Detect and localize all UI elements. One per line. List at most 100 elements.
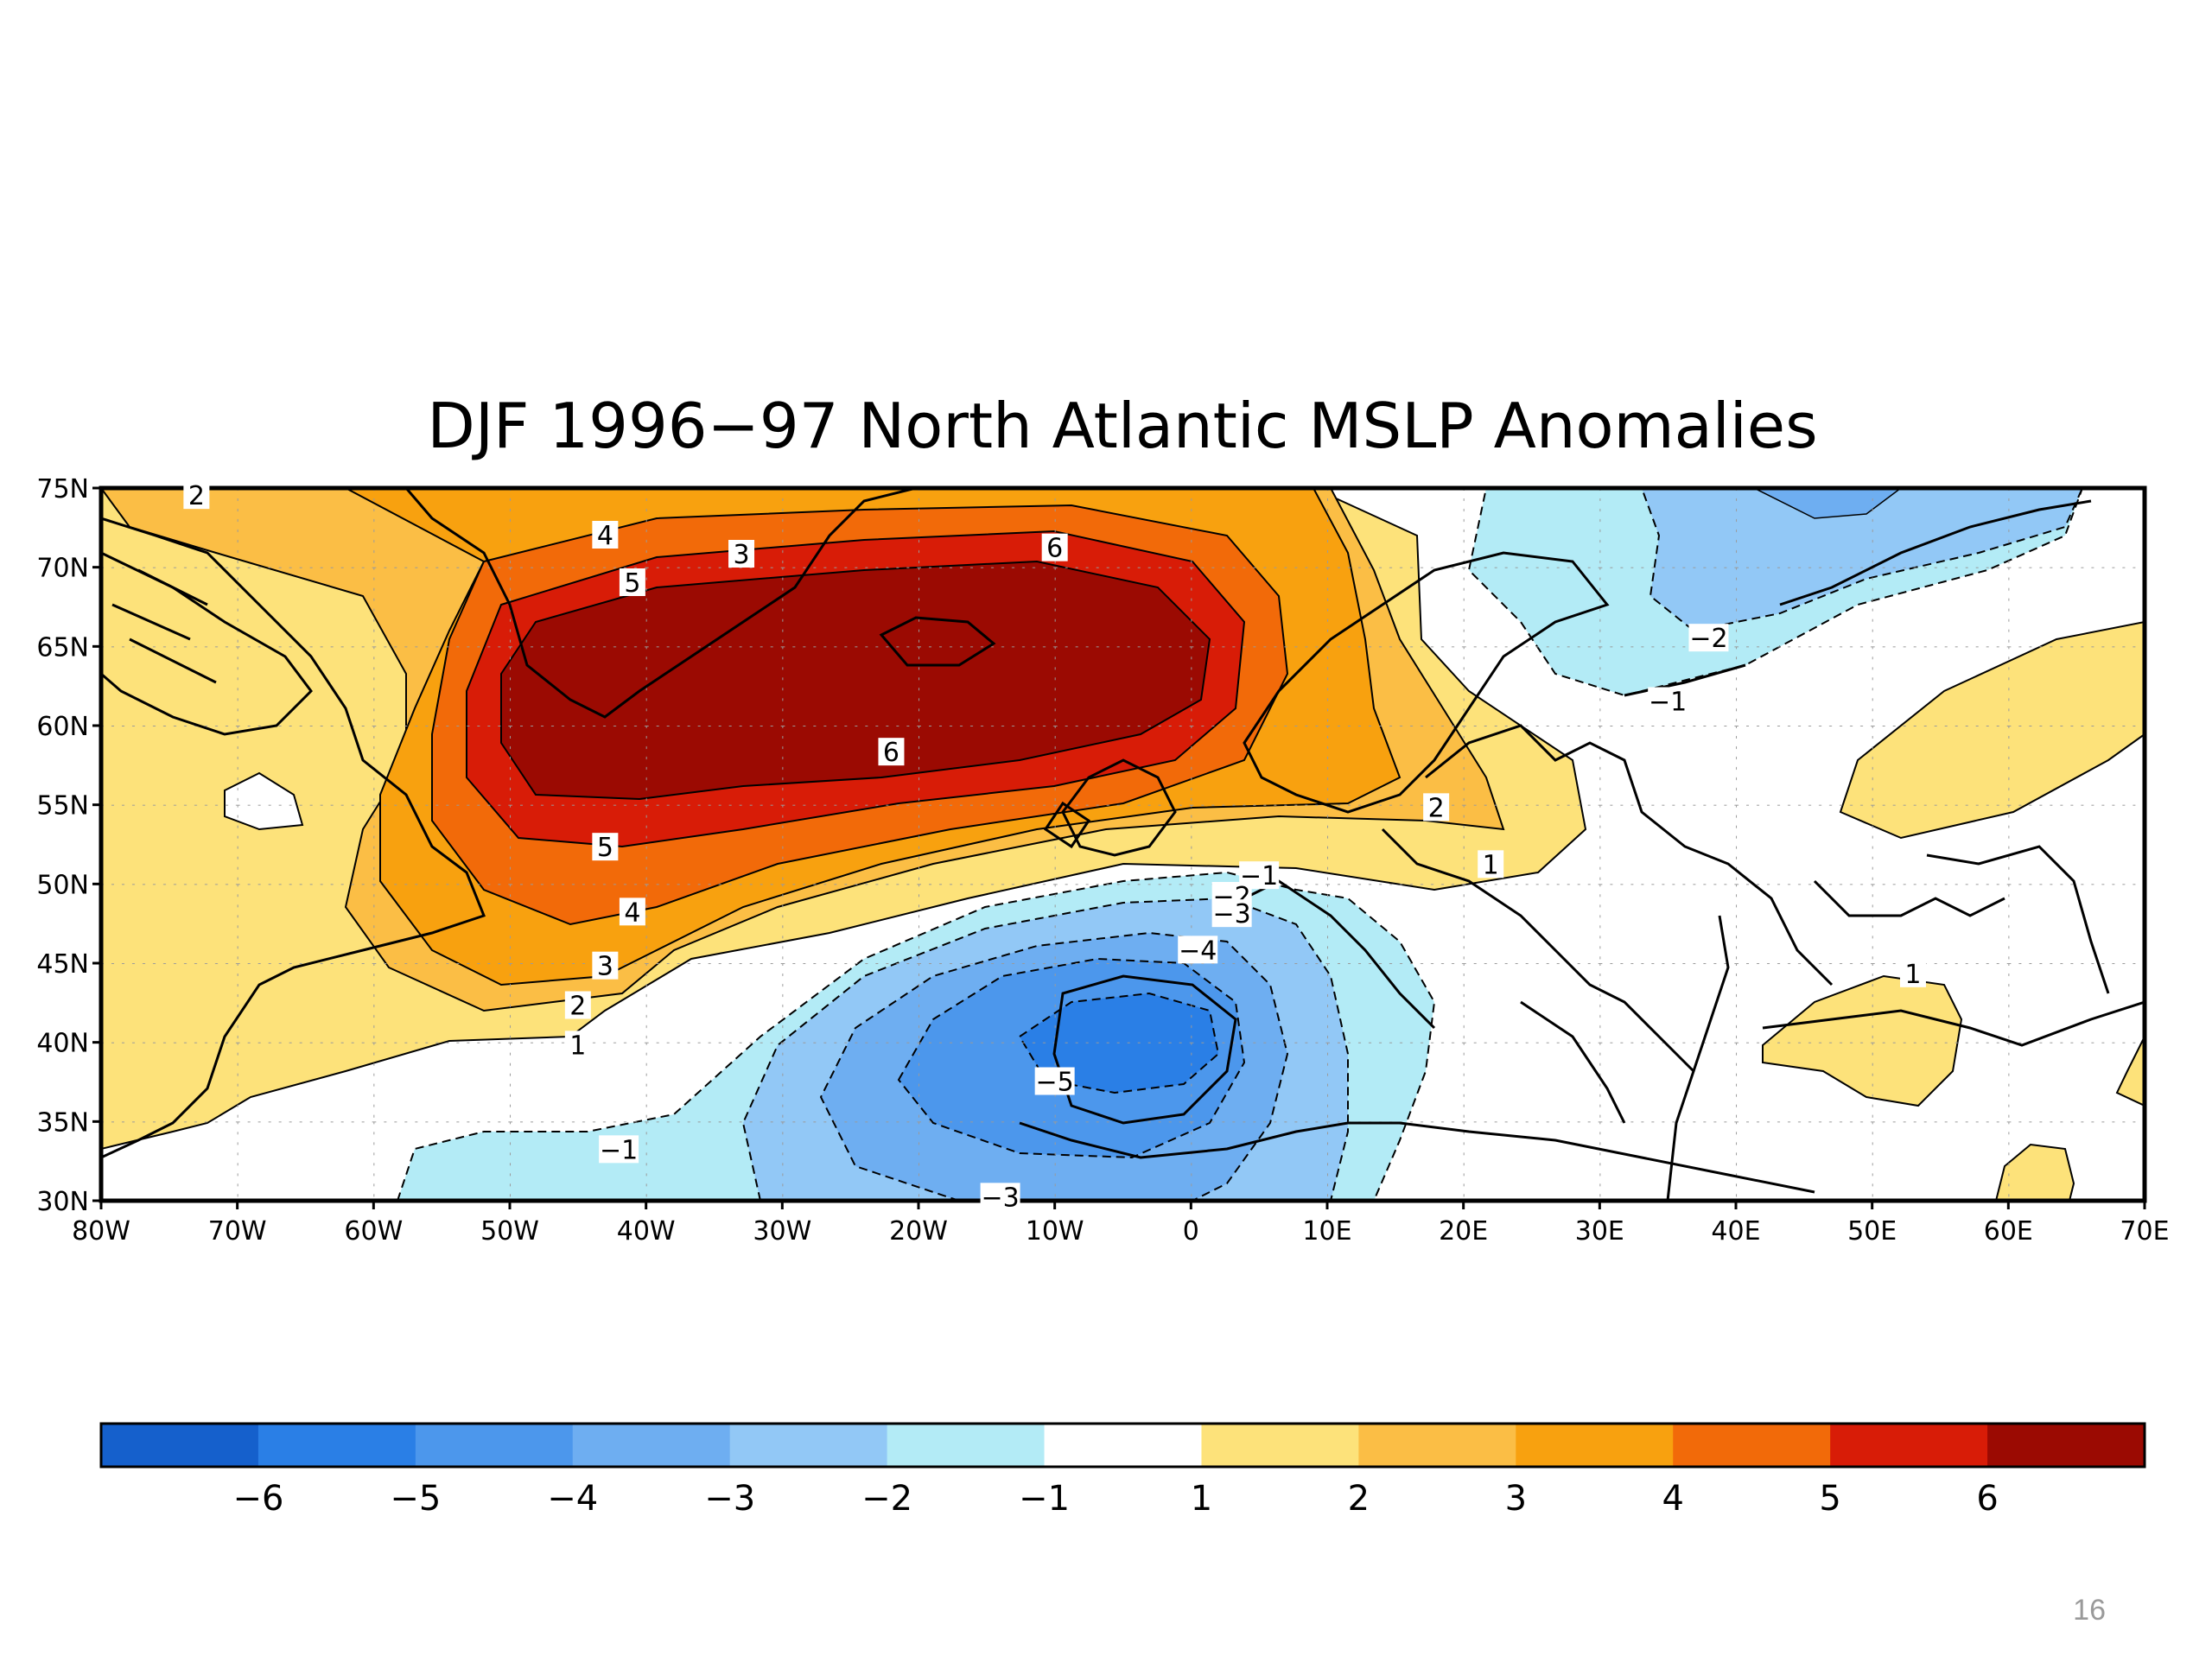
colorbar-swatch (1201, 1424, 1359, 1467)
contour-label: 1 (569, 1031, 586, 1061)
lat-label: 35N (36, 1107, 89, 1138)
lon-label: 30E (1575, 1216, 1624, 1246)
lat-label: 45N (36, 949, 89, 980)
colorbar-label: −2 (861, 1479, 912, 1519)
colorbar-label: 6 (1976, 1479, 1998, 1519)
contour-label: 5 (624, 568, 640, 599)
colorbar-swatch (887, 1424, 1046, 1467)
colorbar-label: −1 (1019, 1479, 1070, 1519)
contour-label: 2 (569, 992, 586, 1022)
contour-label: −3 (981, 1183, 1019, 1213)
contour-label: 6 (1046, 534, 1063, 564)
lon-label: 10E (1302, 1216, 1351, 1246)
colorbar-swatch (415, 1424, 574, 1467)
contour-label-bg (592, 951, 619, 980)
contour-label: 1 (1483, 850, 1499, 880)
contour-label-bg (619, 568, 645, 596)
contour-label: 1 (1904, 960, 1921, 990)
page-number: 16 (2073, 1594, 2106, 1627)
contour-label: −4 (1179, 936, 1217, 966)
contour-label-bg (1648, 687, 1688, 715)
contour-label: 2 (1428, 793, 1445, 823)
lon-label: 80W (72, 1216, 130, 1246)
contour-label-bg (1041, 533, 1068, 561)
colorbar-swatch (1987, 1424, 2145, 1467)
contour-label: 4 (597, 521, 613, 551)
map-title: DJF 1996−97 North Atlantic MSLP Anomalie… (427, 390, 1817, 462)
lat-label: 75N (36, 474, 89, 504)
contour-label-bg (564, 1031, 591, 1059)
lat-label: 50N (36, 870, 89, 900)
lon-label: 30W (753, 1216, 811, 1246)
contour-label-bg (1178, 936, 1218, 964)
lon-label: 60E (1984, 1216, 2033, 1246)
contour-label: 6 (883, 738, 899, 768)
contour-label-bg (1688, 624, 1729, 652)
contour-label-bg (1478, 850, 1504, 879)
lon-label: 10W (1026, 1216, 1084, 1246)
contour-label-bg (599, 1135, 639, 1164)
contour-label-bg (980, 1183, 1020, 1211)
contour-label: 5 (597, 833, 613, 863)
lon-label: 70W (208, 1216, 267, 1246)
contour-label-bg (1034, 1067, 1075, 1095)
colorbar-label: −3 (704, 1479, 755, 1519)
lat-label: 55N (36, 791, 89, 821)
contour-label-bg (878, 738, 905, 766)
colorbar-swatch (1516, 1424, 1674, 1467)
colorbar-label: 3 (1505, 1479, 1527, 1519)
colorbar-label: 1 (1191, 1479, 1212, 1519)
contour-label: −1 (1649, 688, 1687, 718)
longitude-labels: 80W 70W 60W 50W 40W 30W 20W 10W 0 10E 20E 30E 40E 50E… (72, 1201, 2170, 1246)
colorbar-swatch (257, 1424, 416, 1467)
colorbar: −6 −5 −4 −3 −2 −1 1 2 3 4 5 6 (99, 1422, 2146, 1519)
contour-label-bg (619, 898, 645, 926)
contour-label: 3 (733, 540, 749, 570)
lon-label: 50W (480, 1216, 539, 1246)
colorbar-swatch (101, 1424, 259, 1467)
colorbar-label: −5 (390, 1479, 441, 1519)
contour-label-bg (183, 481, 210, 510)
colorbar-label: −6 (232, 1479, 283, 1519)
contour-label: −5 (1036, 1068, 1074, 1098)
lat-label: 40N (36, 1029, 89, 1059)
lon-label: 0 (1183, 1216, 1199, 1246)
colorbar-frame (99, 1422, 2146, 1469)
lat-label: 65N (36, 632, 89, 663)
colorbar-swatch (1830, 1424, 1988, 1467)
map-frame (99, 485, 2147, 1203)
lon-label: 40E (1711, 1216, 1760, 1246)
contour-label-bg (592, 833, 619, 861)
contour-label: −2 (1689, 624, 1727, 654)
contour-label: −3 (1213, 899, 1251, 929)
colorbar-swatch (1673, 1424, 1831, 1467)
colorbar-swatch (1044, 1424, 1202, 1467)
lat-label: 30N (36, 1187, 89, 1217)
lon-label: 50E (1847, 1216, 1897, 1246)
lat-label: 60N (36, 712, 89, 742)
colorbar-label: 2 (1348, 1479, 1370, 1519)
contour-label: 4 (624, 898, 640, 928)
contour-label-bg (1211, 899, 1252, 928)
lon-label: 20W (889, 1216, 948, 1246)
lat-label: 70N (36, 554, 89, 584)
colorbar-swatch (572, 1424, 731, 1467)
contour-label-bg (1423, 793, 1450, 821)
colorbar-label: 4 (1662, 1479, 1684, 1519)
lon-label: 60W (344, 1216, 403, 1246)
lon-label: 20E (1439, 1216, 1488, 1246)
colorbar-label: 5 (1819, 1479, 1840, 1519)
contour-label-bg (564, 991, 591, 1019)
contour-label-bg (592, 521, 619, 549)
contour-label: 3 (597, 952, 613, 982)
map-area (101, 488, 2145, 1201)
contour-label-bg (1899, 959, 1926, 987)
colorbar-swatch (729, 1424, 888, 1467)
colorbar-label: −4 (547, 1479, 598, 1519)
colorbar-swatch (1358, 1424, 1516, 1467)
contour-label: −1 (600, 1135, 638, 1165)
lon-label: 40W (617, 1216, 676, 1246)
